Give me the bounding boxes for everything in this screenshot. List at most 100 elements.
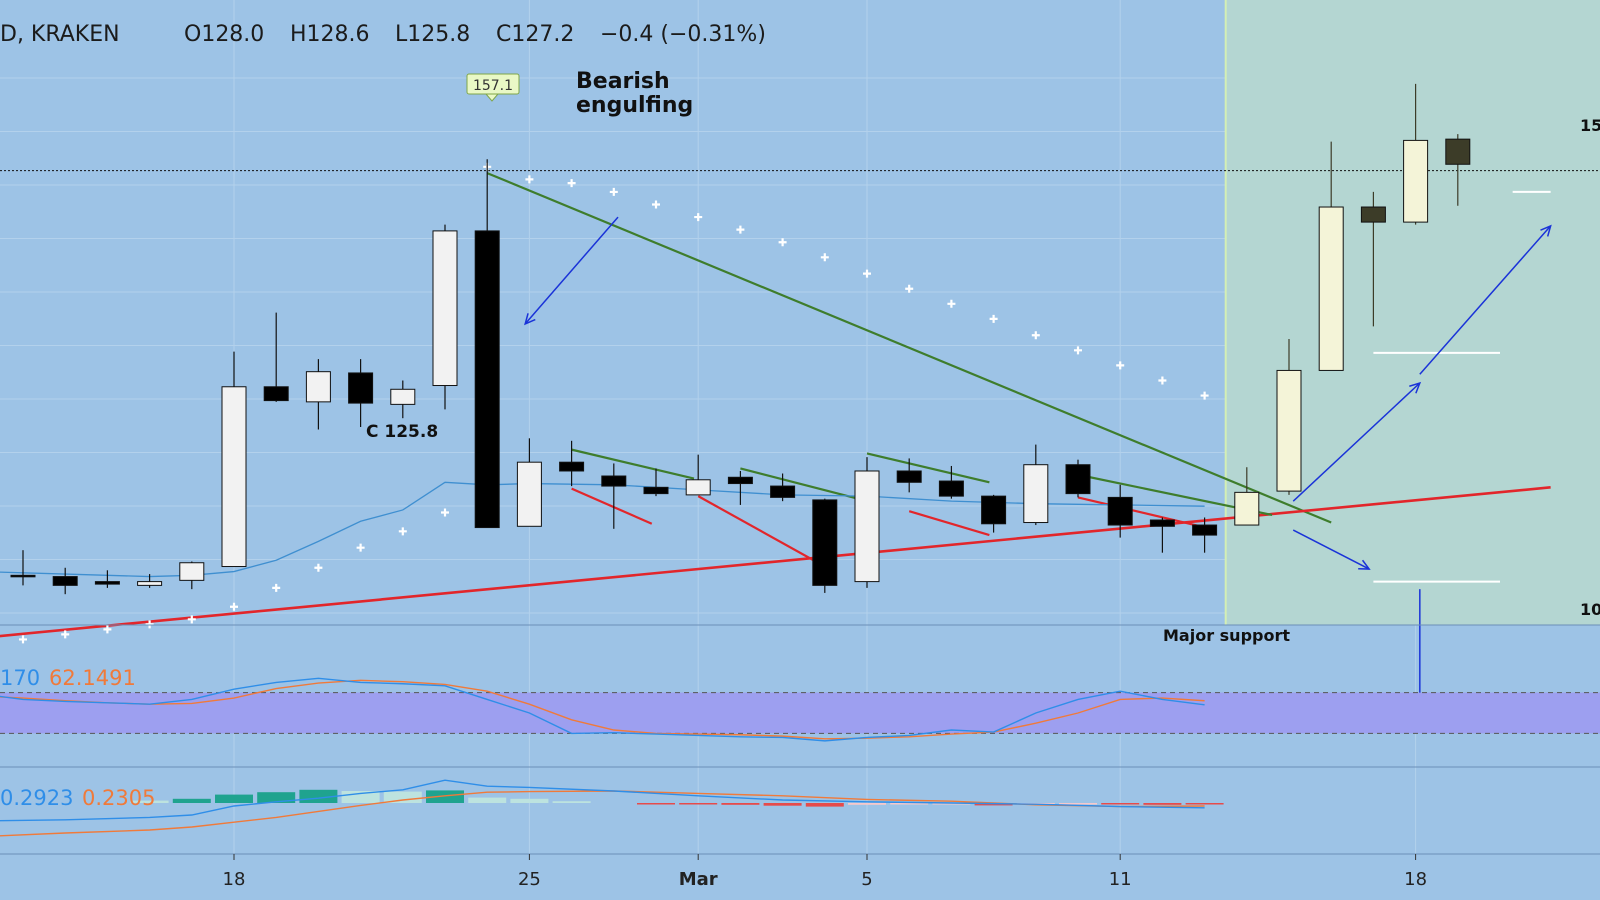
low-value: L125.8 bbox=[395, 22, 470, 47]
macd-histogram-bar bbox=[637, 803, 675, 805]
sar-dot bbox=[145, 620, 154, 629]
sar-dot bbox=[652, 200, 660, 209]
candle[interactable] bbox=[52, 576, 78, 586]
macd-histogram-bar bbox=[1101, 803, 1140, 805]
candle[interactable] bbox=[938, 480, 964, 497]
candle[interactable] bbox=[10, 574, 36, 578]
sar-dot bbox=[694, 213, 703, 222]
macd-signal-value: 0.2305 bbox=[82, 786, 155, 810]
macd-values: 0.2923 0.2305 bbox=[0, 786, 155, 810]
trendline-mini-low bbox=[571, 487, 653, 525]
sar-dot bbox=[61, 630, 70, 639]
close-annotation: C 125.8 bbox=[366, 422, 438, 442]
candle[interactable] bbox=[559, 461, 585, 472]
peak-price-tag: 157.1 bbox=[466, 73, 520, 102]
macd-histogram-bar bbox=[1143, 803, 1182, 805]
candle[interactable] bbox=[137, 581, 163, 586]
trendline-mini-high bbox=[866, 452, 990, 484]
macd-histogram-bar bbox=[1059, 803, 1097, 805]
candle[interactable] bbox=[727, 476, 753, 485]
macd-histogram-bar bbox=[172, 798, 211, 803]
macd-line-value: 0.2923 bbox=[0, 786, 73, 810]
candle[interactable] bbox=[643, 486, 669, 495]
forecast-candle[interactable] bbox=[1276, 369, 1302, 492]
candle[interactable] bbox=[516, 461, 542, 527]
candle[interactable] bbox=[432, 230, 458, 387]
arrow-head bbox=[1540, 224, 1552, 237]
forecast-candle[interactable] bbox=[1318, 206, 1344, 371]
macd-pane bbox=[0, 779, 1224, 837]
stoch-k-value: 170 bbox=[0, 666, 40, 690]
sar-dot bbox=[1074, 346, 1082, 355]
x-tick-label: 18 bbox=[223, 869, 246, 890]
macd-histogram-bar bbox=[848, 803, 886, 805]
sar-dot bbox=[863, 269, 871, 278]
candle[interactable] bbox=[1107, 496, 1133, 526]
candle[interactable] bbox=[854, 470, 880, 583]
forecast-candle[interactable] bbox=[1403, 139, 1429, 223]
candle[interactable] bbox=[348, 372, 374, 404]
macd-histogram-bar bbox=[426, 790, 464, 803]
forecast-candle[interactable] bbox=[1234, 491, 1260, 526]
trendline-support bbox=[0, 486, 1551, 638]
forecast-candle[interactable] bbox=[1360, 206, 1386, 223]
candle[interactable] bbox=[1065, 464, 1091, 495]
peak-label: 157.1 bbox=[473, 78, 513, 94]
stoch-d-line bbox=[0, 679, 1205, 740]
candle[interactable] bbox=[685, 479, 711, 496]
macd-histogram-bar bbox=[932, 803, 971, 805]
candle[interactable] bbox=[390, 388, 416, 405]
high-value: H128.6 bbox=[290, 22, 370, 47]
x-tick-label: 5 bbox=[861, 869, 872, 890]
trendline-downtrend bbox=[486, 172, 1332, 524]
forecast-zone bbox=[1225, 0, 1600, 625]
arrow-line bbox=[524, 216, 619, 325]
stochastic-pane bbox=[0, 677, 1600, 742]
trendline-mini-low bbox=[908, 510, 990, 537]
sar-dot bbox=[230, 602, 238, 611]
sar-dot bbox=[398, 527, 407, 536]
x-axis: 18 25 Mar 5 11 18 bbox=[223, 854, 1427, 890]
macd-histogram-bar bbox=[721, 803, 760, 805]
candle[interactable] bbox=[981, 495, 1007, 525]
sar-dot bbox=[441, 508, 449, 517]
right-axis-label-top: 15 bbox=[1580, 116, 1600, 135]
sar-dot bbox=[778, 238, 787, 247]
candle[interactable] bbox=[1192, 524, 1218, 536]
macd-histogram-bar bbox=[763, 803, 802, 806]
candle[interactable] bbox=[94, 581, 120, 585]
x-tick-label: 25 bbox=[518, 869, 541, 890]
candle[interactable] bbox=[1023, 464, 1049, 524]
candle[interactable] bbox=[179, 562, 205, 581]
stoch-band bbox=[0, 692, 1600, 734]
sar-dot bbox=[736, 225, 745, 234]
arrow-head bbox=[1409, 381, 1422, 394]
sar-dot bbox=[567, 179, 576, 188]
macd-histogram-bar bbox=[1185, 803, 1224, 805]
arrow-head bbox=[524, 313, 536, 326]
sar-dot bbox=[314, 563, 323, 572]
x-tick-label: 11 bbox=[1109, 869, 1132, 890]
candle[interactable] bbox=[474, 230, 500, 529]
arrow-head bbox=[1358, 559, 1371, 570]
symbol-label: D, KRAKEN bbox=[0, 22, 120, 47]
sar-dot bbox=[272, 583, 281, 592]
macd-histogram-bar bbox=[130, 800, 169, 803]
candle[interactable] bbox=[221, 386, 247, 568]
candle[interactable] bbox=[263, 386, 289, 402]
forecast-candle[interactable] bbox=[1445, 138, 1471, 165]
candle[interactable] bbox=[601, 475, 627, 487]
candle[interactable] bbox=[812, 499, 838, 586]
candle[interactable] bbox=[305, 371, 331, 403]
sar-dot bbox=[1031, 331, 1040, 340]
sar-dot bbox=[989, 314, 998, 323]
stoch-values: 170 62.1491 bbox=[0, 666, 136, 690]
macd-histogram-bar bbox=[552, 801, 591, 803]
candle[interactable] bbox=[1149, 519, 1175, 527]
sar-dot bbox=[905, 284, 914, 293]
arrow-line bbox=[1292, 382, 1421, 502]
candle[interactable] bbox=[770, 485, 796, 498]
macd-signal-line bbox=[0, 790, 1205, 837]
candle[interactable] bbox=[896, 470, 922, 483]
